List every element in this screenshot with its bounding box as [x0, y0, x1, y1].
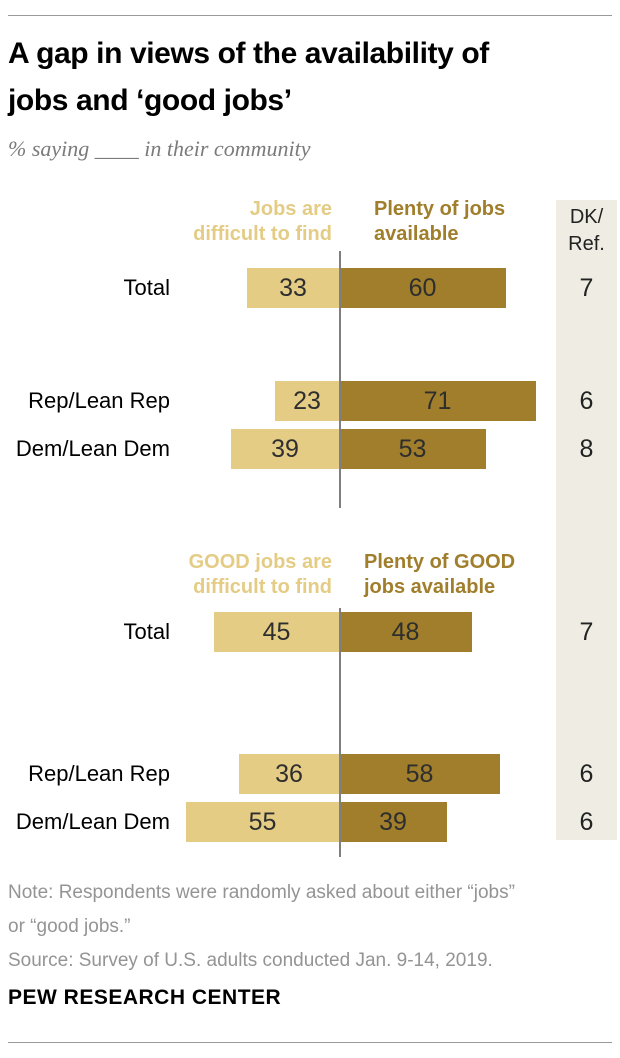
bar-value: 48: [391, 618, 420, 646]
note-and-source: Note: Respondents were randomly asked ab…: [8, 876, 612, 978]
bottom-rule: [8, 1042, 612, 1043]
baseline-divider-section2: [339, 608, 341, 857]
baseline-divider-section1: [339, 251, 341, 508]
bar-row-total-good-jobs: Total 45 48 7: [0, 612, 620, 652]
title-line-2: jobs and ‘good jobs’: [8, 84, 292, 117]
bar-value: 60: [408, 274, 437, 302]
row-label: Dem/Lean Dem: [15, 809, 170, 834]
legend-line: available: [374, 223, 459, 245]
bar-row-dem-good-jobs: Dem/Lean Dem 55 39 6: [0, 802, 620, 842]
bar-value: 55: [248, 808, 277, 836]
bar-value: 39: [379, 808, 407, 836]
bar-difficult-to-find: 23: [275, 381, 339, 421]
dk-ref-value: 6: [579, 808, 594, 836]
chart-subtitle: % saying ____ in their community: [8, 136, 311, 161]
dk-ref-value: 6: [579, 387, 594, 415]
bar-value: 33: [279, 274, 307, 302]
bar-value: 45: [262, 618, 291, 646]
bar-value: 53: [398, 435, 427, 463]
dk-ref-column-header: DK/Ref.: [556, 204, 617, 258]
legend-line: Plenty of jobs: [374, 198, 506, 220]
page-title: A gap in views of the availability of job…: [8, 30, 608, 124]
top-rule: [8, 15, 612, 16]
legend-line: Jobs are: [249, 198, 332, 220]
bar-row-rep-good-jobs: Rep/Lean Rep 36 58 6: [0, 754, 620, 794]
bar-plenty-available: 58: [339, 754, 500, 794]
title-line-1: A gap in views of the availability of: [8, 37, 489, 70]
bar-plenty-available: 53: [339, 429, 486, 469]
legend-line: GOOD jobs are: [188, 551, 332, 573]
bar-difficult-to-find: 45: [214, 612, 339, 652]
pew-research-center-wordmark: PEW RESEARCH CENTER: [8, 986, 282, 1009]
legend-line: jobs available: [364, 576, 496, 598]
row-label: Dem/Lean Dem: [15, 436, 170, 461]
row-label: Total: [123, 275, 170, 300]
dk-ref-value: 7: [579, 274, 594, 302]
legend-jobs-difficult: Jobs are difficult to find: [193, 197, 332, 247]
bar-difficult-to-find: 55: [186, 802, 339, 842]
bar-row-total-jobs: Total 33 60 7: [0, 268, 620, 308]
row-label: Total: [123, 619, 170, 644]
bar-row-dem-jobs: Dem/Lean Dem 39 53 8: [0, 429, 620, 469]
legend-line: Plenty of GOOD: [364, 551, 516, 573]
bar-difficult-to-find: 39: [231, 429, 339, 469]
bar-plenty-available: 71: [339, 381, 536, 421]
note-line-1: Note: Respondents were randomly asked ab…: [8, 882, 515, 903]
bar-difficult-to-find: 33: [247, 268, 339, 308]
bar-plenty-available: 60: [339, 268, 506, 308]
dk-ref-value: 7: [579, 618, 594, 646]
dk-header-line-2: Ref.: [568, 233, 605, 255]
legend-good-jobs-difficult: GOOD jobs are difficult to find: [189, 550, 332, 600]
dk-header-line-1: DK/: [569, 206, 604, 228]
bar-value: 39: [271, 435, 299, 463]
bar-value: 58: [405, 760, 434, 788]
dk-ref-column-background: [556, 200, 617, 840]
bar-row-rep-jobs: Rep/Lean Rep 23 71 6: [0, 381, 620, 421]
bar-plenty-available: 39: [339, 802, 447, 842]
source-line: Source: Survey of U.S. adults conducted …: [8, 950, 493, 971]
row-label: Rep/Lean Rep: [28, 388, 170, 413]
bar-plenty-available: 48: [339, 612, 472, 652]
dk-ref-value: 6: [579, 760, 594, 788]
legend-jobs-plenty: Plenty of jobs available: [374, 197, 505, 247]
note-line-2: or “good jobs.”: [8, 916, 131, 937]
legend-good-jobs-plenty: Plenty of GOOD jobs available: [364, 550, 515, 600]
row-label: Rep/Lean Rep: [28, 761, 170, 786]
legend-line: difficult to find: [193, 576, 332, 598]
dk-ref-value: 8: [579, 435, 594, 463]
bar-difficult-to-find: 36: [239, 754, 339, 794]
legend-line: difficult to find: [193, 223, 332, 245]
bar-value: 71: [423, 387, 452, 415]
bar-value: 36: [275, 760, 303, 788]
bar-value: 23: [293, 387, 321, 415]
